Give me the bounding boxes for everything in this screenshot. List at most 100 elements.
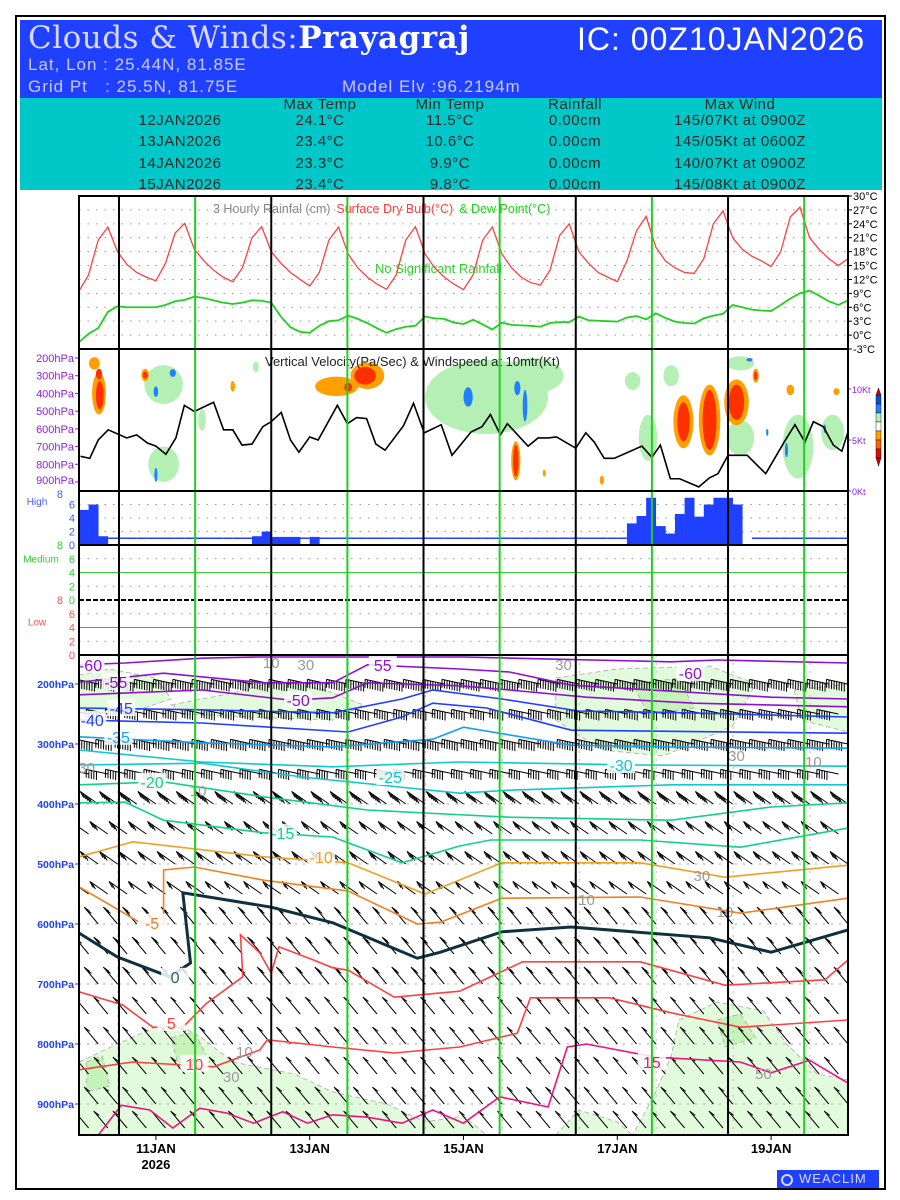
wind-barb	[723, 880, 743, 895]
contour-label-bg	[138, 913, 167, 931]
wind-barb	[656, 790, 676, 805]
high-cloud-bar	[703, 504, 714, 545]
contour-label: -10	[310, 850, 333, 867]
wind-barb	[333, 906, 349, 925]
wind-barb	[752, 850, 772, 865]
model-elevation: Model Elv :96.2194m	[342, 77, 521, 96]
wind-barb	[133, 678, 157, 692]
wind-barb	[170, 1110, 186, 1129]
wind-barb	[98, 850, 118, 865]
wind-barb	[381, 1056, 397, 1075]
wind-barb	[275, 966, 291, 985]
wind-barb	[749, 738, 772, 752]
vv-colorbar-swatch	[875, 430, 882, 441]
wind-barb	[220, 768, 243, 781]
wind-barb	[518, 678, 541, 692]
wind-barb	[218, 1086, 234, 1105]
wind-barb	[295, 966, 311, 985]
wind-barb	[352, 1026, 368, 1045]
summary-wind: 140/07Kt at 0900Z	[674, 154, 806, 172]
wind-barb	[589, 820, 608, 835]
wind-barb	[718, 1026, 733, 1045]
wind-barb	[285, 936, 301, 955]
high-cloud-bar	[694, 516, 705, 545]
high-cloud-label: High	[27, 497, 48, 508]
wind-barb	[593, 1056, 609, 1075]
low-cloud-label: Low	[28, 618, 47, 629]
wind-barb	[118, 790, 137, 805]
rh-region	[86, 1055, 111, 1093]
wind-barb	[122, 1026, 138, 1045]
wind-barb	[521, 850, 541, 865]
wind-barb	[210, 738, 233, 752]
vv-region	[624, 372, 641, 390]
wind-barb	[195, 850, 214, 865]
wind-barb	[89, 820, 109, 835]
wind-barb	[662, 768, 685, 781]
wind-barb	[602, 906, 618, 925]
wind-barb	[220, 708, 243, 721]
wind-barb	[400, 936, 416, 955]
vv-region	[154, 467, 158, 482]
wind-barb	[535, 996, 551, 1015]
wind-barb	[785, 1110, 801, 1129]
contour-label-bg	[676, 664, 705, 682]
wind-barb	[739, 768, 762, 781]
temp-tick-label: 24°C	[853, 219, 878, 231]
wind-barb	[670, 1110, 685, 1129]
wind-barb	[816, 708, 839, 721]
wind-barb	[691, 678, 714, 692]
wind-barb	[579, 790, 599, 805]
wind-barb	[381, 1110, 397, 1129]
wind-barb	[627, 820, 647, 835]
wind-barb	[429, 966, 445, 985]
vv-colorbar-swatch	[875, 421, 882, 432]
vv-region	[513, 444, 519, 477]
wind-barb	[797, 768, 820, 781]
summary-rain: 0.00cm	[548, 175, 602, 193]
wind-barb	[614, 678, 637, 692]
wind-barb	[493, 880, 512, 895]
wind-barb	[547, 708, 570, 721]
wind-barb	[771, 790, 791, 805]
low-tick-label: 2	[69, 636, 75, 648]
wind-barb	[464, 850, 483, 865]
summary-wind: 145/07Kt at 0900Z	[674, 112, 806, 129]
wind-barb	[343, 936, 359, 955]
wind-barb	[627, 880, 647, 895]
wind-barb	[199, 1086, 214, 1105]
contour-label-bg	[307, 847, 336, 865]
wind-barb	[768, 678, 791, 692]
vv-tick-label: 400hPa	[36, 388, 75, 400]
wind-barb	[431, 768, 455, 781]
vv-region	[88, 357, 100, 370]
wind-barb	[79, 999, 89, 1015]
vv-region	[784, 443, 789, 458]
wind-barb	[746, 1110, 762, 1129]
title-part: & Dew Point(°C)	[459, 202, 550, 216]
temperature-contour	[79, 762, 848, 795]
wind-barb	[181, 708, 205, 721]
wind-barb	[256, 1026, 272, 1045]
vv-region	[522, 389, 528, 422]
wind-barb	[752, 790, 772, 805]
wind-barb	[333, 1026, 349, 1045]
wind-barb	[622, 1026, 637, 1045]
wind-barb	[156, 790, 176, 805]
wind-barb	[804, 1110, 820, 1129]
wind-barb	[806, 738, 829, 752]
wind-barb	[460, 738, 483, 752]
wind-barb	[201, 708, 224, 721]
wind-barb	[451, 708, 474, 721]
contour-label: -15	[271, 826, 294, 843]
wind-barb	[237, 1086, 253, 1105]
wind-barb	[749, 678, 772, 692]
wind-barb	[612, 1110, 628, 1129]
contour-label-bg	[607, 756, 636, 773]
wind-barb	[545, 1026, 560, 1045]
wind-barb	[199, 1026, 214, 1045]
wind-barb	[306, 738, 330, 752]
wind-barb	[612, 936, 628, 955]
wind-barb	[602, 1026, 618, 1045]
header-panel: Clouds & Winds:Prayagraj IC: 00Z10JAN202…	[20, 20, 882, 98]
